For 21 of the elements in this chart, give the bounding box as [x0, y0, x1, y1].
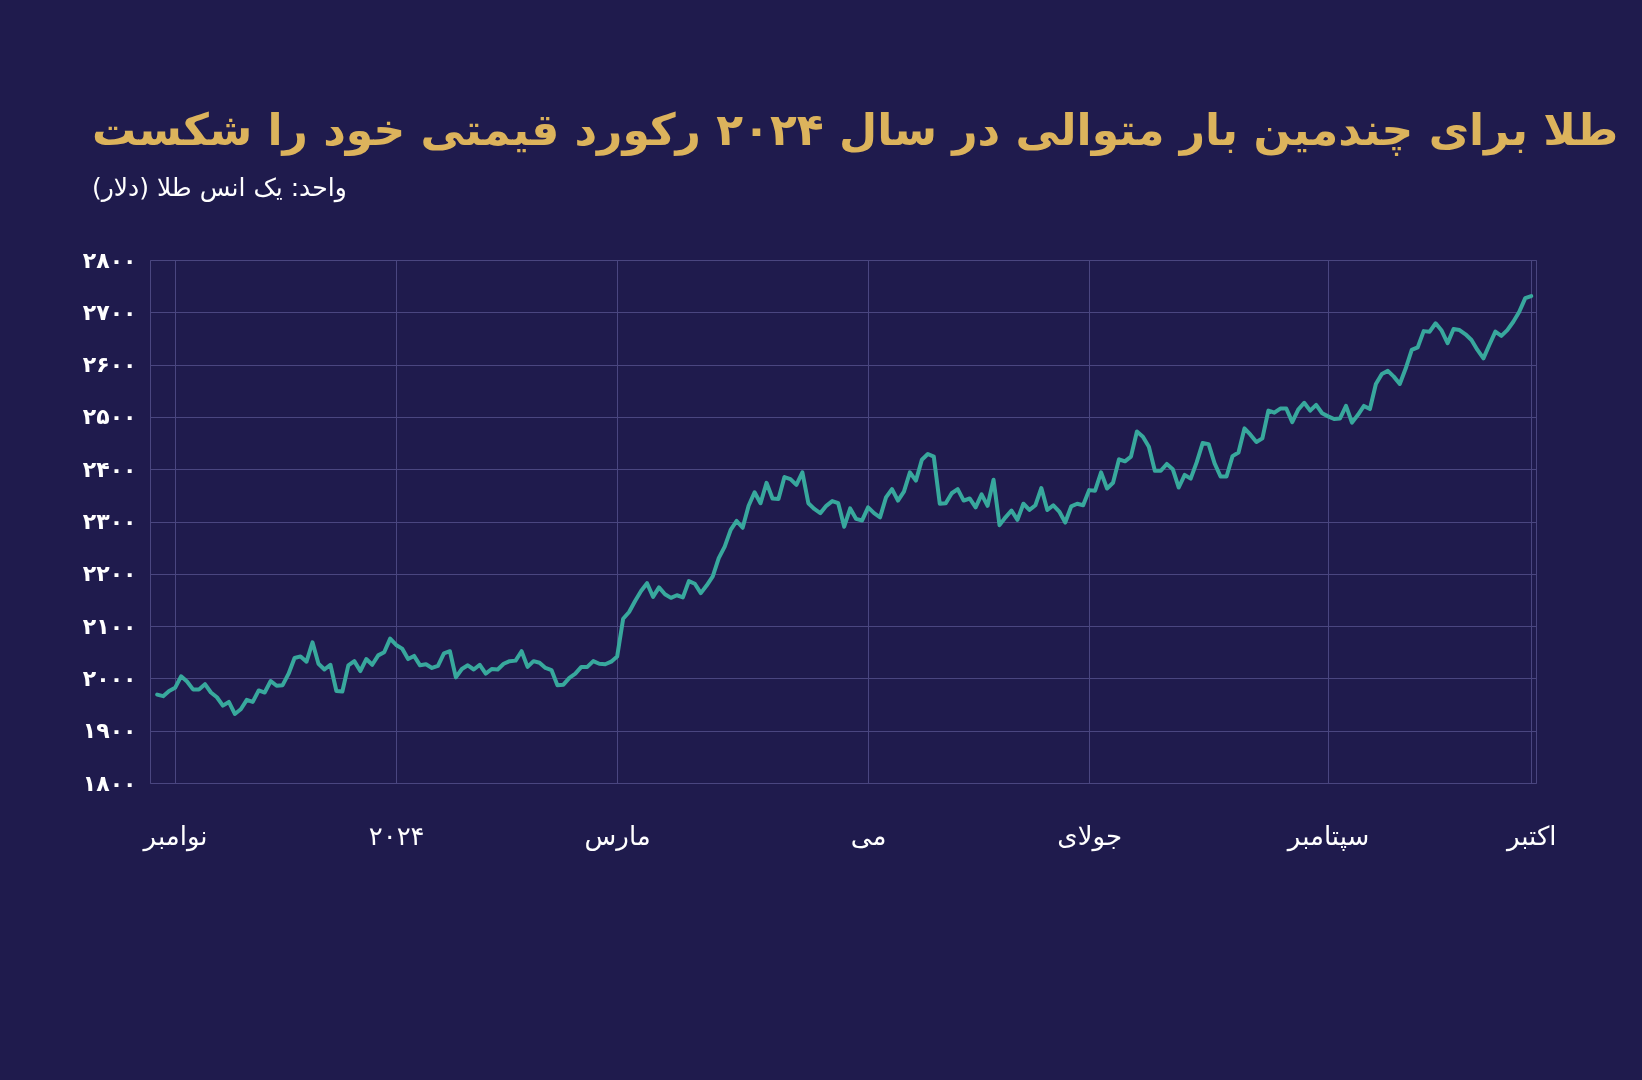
- y-tick-label: ۲۲۰۰: [82, 561, 137, 587]
- y-tick-label: ۲۶۰۰: [82, 352, 137, 378]
- x-tick-label: می: [850, 820, 887, 851]
- x-tick-label: جولای: [1057, 820, 1122, 852]
- y-tick-label: ۲۸۰۰: [82, 247, 137, 273]
- y-tick-label: ۲۰۰۰: [82, 665, 137, 691]
- x-tick-label: ۲۰۲۴: [368, 820, 425, 851]
- y-tick-label: ۲۷۰۰: [82, 299, 137, 325]
- x-tick-label: سپتامبر: [1285, 820, 1370, 852]
- chart-title: طلا برای چندمین بار متوالی در سال ۲۰۲۴ رکورد قیمتی خود را شکست: [92, 104, 1619, 156]
- y-tick-label: ۲۱۰۰: [82, 613, 137, 639]
- y-tick-label: ۲۵۰۰: [82, 404, 137, 430]
- y-tick-label: ۲۴۰۰: [82, 456, 137, 482]
- chart-subtitle: واحد: یک انس طلا (دلار): [92, 173, 347, 203]
- x-tick-label: نوامبر: [141, 820, 208, 852]
- y-tick-label: ۱۸۰۰: [82, 770, 137, 796]
- line-series: [155, 294, 1534, 716]
- x-tick-label: اکتبر: [1504, 820, 1557, 852]
- y-tick-label: ۲۳۰۰: [82, 509, 137, 534]
- y-tick-label: ۱۹۰۰: [82, 718, 137, 744]
- x-tick-label: مارس: [584, 820, 651, 851]
